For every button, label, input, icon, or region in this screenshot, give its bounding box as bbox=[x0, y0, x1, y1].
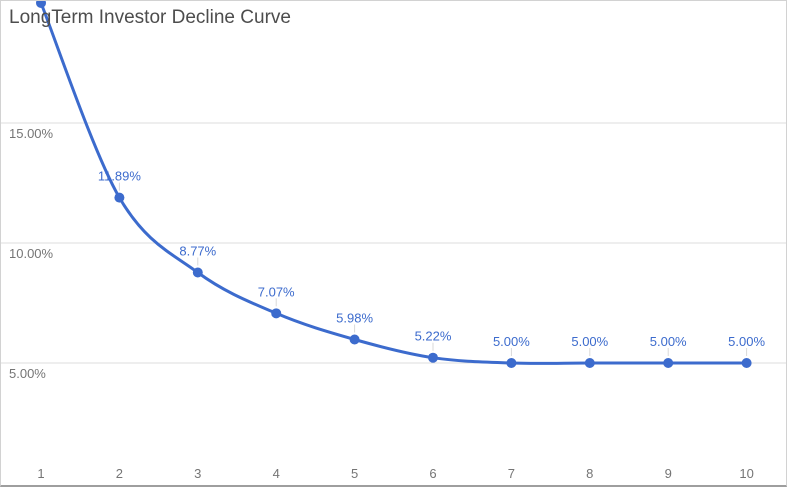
x-axis-tick-label: 3 bbox=[194, 466, 201, 481]
data-point-marker bbox=[506, 358, 517, 368]
data-point-label: 5.00% bbox=[650, 334, 687, 349]
x-axis-tick-label: 10 bbox=[739, 466, 753, 481]
x-axis-tick-label: 5 bbox=[351, 466, 358, 481]
series-line bbox=[39, 1, 749, 365]
data-point-marker bbox=[584, 358, 595, 368]
data-point-label: 11.89% bbox=[98, 169, 142, 184]
data-point-label: 8.77% bbox=[179, 244, 216, 259]
x-axis-tick-label: 8 bbox=[586, 466, 593, 481]
data-point-label: 7.07% bbox=[258, 284, 295, 299]
data-point-marker bbox=[741, 358, 752, 368]
x-axis-tick-label: 2 bbox=[116, 466, 123, 481]
data-point-label: 5.00% bbox=[493, 334, 530, 349]
x-axis-tick-label: 1 bbox=[37, 466, 44, 481]
x-axis-tick-label: 6 bbox=[429, 466, 436, 481]
data-point-marker bbox=[36, 1, 46, 8]
x-axis-tick-label: 7 bbox=[508, 466, 515, 481]
data-point-marker bbox=[349, 334, 360, 345]
x-axis-tick-label: 4 bbox=[273, 466, 280, 481]
data-point-label: 5.98% bbox=[336, 310, 373, 325]
data-point-marker bbox=[192, 267, 203, 278]
y-axis-tick-label: 10.00% bbox=[9, 246, 54, 261]
chart-title: LongTerm Investor Decline Curve bbox=[9, 7, 291, 28]
data-point-label: 5.22% bbox=[415, 329, 452, 344]
data-point-label: 5.00% bbox=[728, 334, 765, 349]
data-point-marker bbox=[271, 308, 282, 319]
data-point-marker bbox=[663, 358, 674, 368]
data-point-label: 5.00% bbox=[571, 334, 608, 349]
x-axis-tick-label: 9 bbox=[665, 466, 672, 481]
y-axis-tick-label: 5.00% bbox=[9, 366, 46, 381]
data-point-marker bbox=[114, 192, 125, 203]
data-point-marker bbox=[428, 352, 438, 363]
y-axis-tick-label: 15.00% bbox=[9, 126, 54, 141]
